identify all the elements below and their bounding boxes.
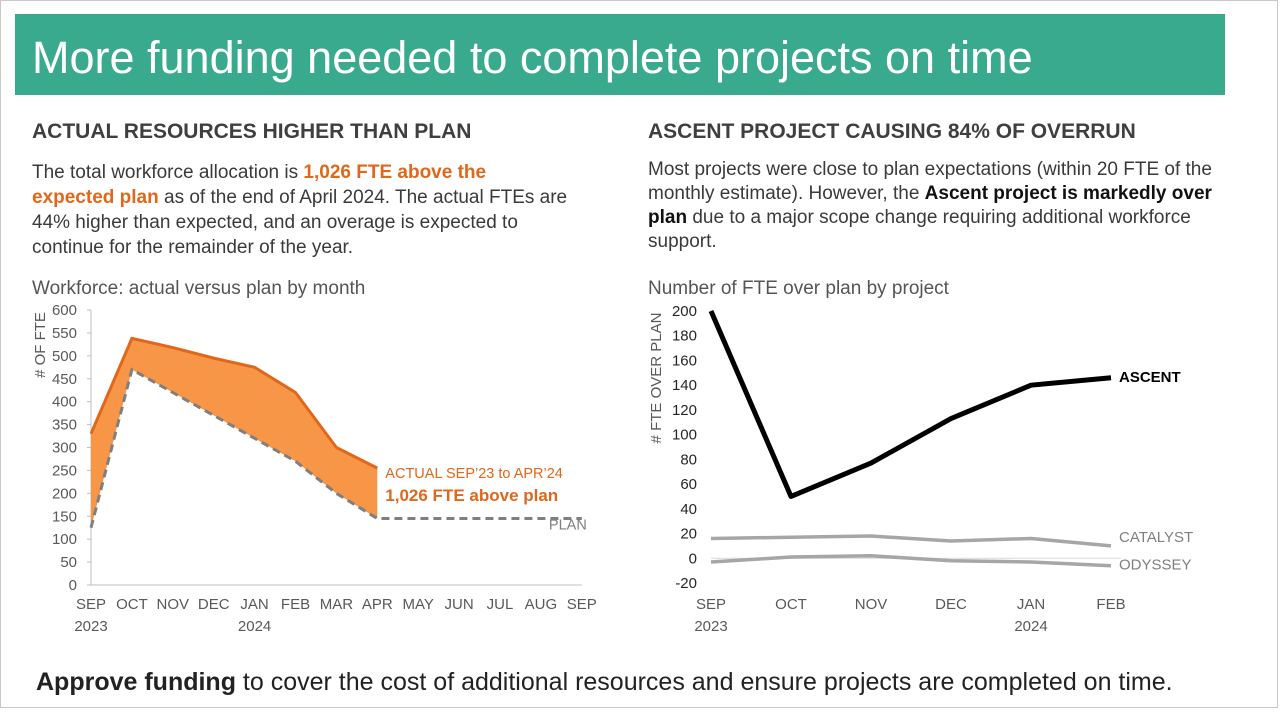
- plan-series-line: [89, 367, 582, 529]
- x-tick-label: JAN: [1017, 596, 1045, 613]
- series-line-odyssey: [710, 554, 1112, 568]
- right-paragraph: Most projects were close to plan expecta…: [648, 158, 1218, 254]
- x-tick-label: NOV: [855, 596, 888, 613]
- actual-annotation-value: 1,026 FTE above plan: [385, 486, 558, 505]
- series-label-ascent: ASCENT: [1119, 369, 1181, 386]
- y-tick-label: 100: [52, 531, 77, 548]
- actual-series-line: [89, 336, 378, 470]
- left-para-text-1: The total workforce allocation is: [32, 162, 304, 183]
- y-tick-label: 500: [52, 348, 77, 365]
- y-tick-label: 300: [52, 440, 77, 457]
- y-tick-label: 160: [672, 352, 697, 369]
- x-tick-label: APR: [362, 596, 393, 613]
- x-year-label: 2023: [694, 618, 727, 635]
- y-tick-label: 350: [52, 417, 77, 434]
- y-tick-label: -20: [675, 575, 697, 592]
- x-tick-label: SEP: [76, 596, 106, 613]
- x-tick-label: SEP: [567, 596, 597, 613]
- call-to-action: Approve funding to cover the cost of add…: [36, 668, 1173, 697]
- series-label-odyssey: ODYSSEY: [1119, 557, 1192, 574]
- y-tick-label: 150: [52, 508, 77, 525]
- left-heading: ACTUAL RESOURCES HIGHER THAN PLAN: [32, 120, 472, 143]
- left-chart-title: Workforce: actual versus plan by month: [32, 278, 366, 299]
- x-tick-label: FEB: [1096, 596, 1125, 613]
- call-to-action-bold: Approve funding: [36, 668, 236, 696]
- y-tick-label: 120: [672, 402, 697, 419]
- right-para-text-2: due to a major scope change requiring ad…: [648, 207, 1191, 252]
- x-tick-label: AUG: [525, 596, 558, 613]
- series-line-ascent: [708, 310, 1112, 499]
- y-tick-label: 400: [52, 394, 77, 411]
- x-year-label: 2024: [1014, 618, 1047, 635]
- y-tick-label: 0: [689, 550, 697, 567]
- y-tick-label: 80: [680, 451, 697, 468]
- x-tick-label: DEC: [198, 596, 230, 613]
- left-para-text-2: as of the end of April 2024. The actual …: [32, 187, 568, 258]
- right-heading: ASCENT PROJECT CAUSING 84% OF OVERRUN: [648, 120, 1136, 143]
- y-tick-label: 50: [60, 554, 77, 571]
- actual-annotation-label: ACTUAL SEP’23 to APR’24: [385, 466, 563, 482]
- left-paragraph: The total workforce allocation is 1,026 …: [32, 160, 572, 260]
- x-tick-label: MAY: [402, 596, 433, 613]
- y-axis-label: # OF FTE: [32, 312, 49, 378]
- series-label-catalyst: CATALYST: [1119, 529, 1193, 546]
- x-tick-label: JUL: [487, 596, 514, 613]
- y-tick-label: 40: [680, 501, 697, 518]
- y-tick-label: 250: [52, 462, 77, 479]
- x-tick-label: JUN: [445, 596, 474, 613]
- y-tick-label: 0: [69, 577, 77, 594]
- y-tick-label: 100: [672, 427, 697, 444]
- x-tick-label: MAR: [320, 596, 354, 613]
- y-tick-label: 200: [52, 485, 77, 502]
- y-tick-label: 140: [672, 377, 697, 394]
- right-para-highlight: Ascent project is markedly over plan: [648, 183, 1212, 228]
- title-banner: More funding needed to complete projects…: [15, 14, 1225, 95]
- plan-series-label: PLAN: [549, 518, 587, 534]
- x-year-label: 2024: [238, 618, 271, 635]
- x-tick-label: OCT: [775, 596, 807, 613]
- y-tick-label: 450: [52, 371, 77, 388]
- x-year-label: 2023: [74, 618, 107, 635]
- y-tick-label: 550: [52, 325, 77, 342]
- x-tick-label: DEC: [935, 596, 967, 613]
- actual-over-plan-area: [91, 338, 378, 528]
- call-to-action-text: to cover the cost of additional resource…: [235, 668, 1173, 696]
- x-tick-label: JAN: [240, 596, 268, 613]
- series-line-catalyst: [710, 534, 1112, 548]
- left-para-highlight: 1,026 FTE above the expected plan: [32, 162, 487, 208]
- fte-over-plan-line-chart: -20 0 20 40 60 80 100 120 140 160 180 200 SEP OCT NOV D…: [648, 303, 1193, 635]
- right-chart-title: Number of FTE over plan by project: [648, 278, 949, 299]
- x-tick-label: FEB: [281, 596, 310, 613]
- y-tick-label: 200: [672, 303, 697, 320]
- page-title: More funding needed to complete projects…: [32, 32, 1033, 83]
- y-tick-label: 20: [680, 526, 697, 543]
- y-axis-label: # FTE OVER PLAN: [648, 313, 665, 444]
- x-tick-label: NOV: [157, 596, 190, 613]
- right-para-text-1: Most projects were close to plan expecta…: [648, 159, 1212, 204]
- y-tick-label: 60: [680, 476, 697, 493]
- x-tick-label: SEP: [696, 596, 726, 613]
- x-tick-label: OCT: [116, 596, 148, 613]
- y-tick-label: 180: [672, 328, 697, 345]
- workforce-area-chart: 0 50 100 150 200 250 300 350 400 450 500 550 600 SEP O…: [32, 302, 597, 635]
- y-tick-label: 600: [52, 302, 77, 319]
